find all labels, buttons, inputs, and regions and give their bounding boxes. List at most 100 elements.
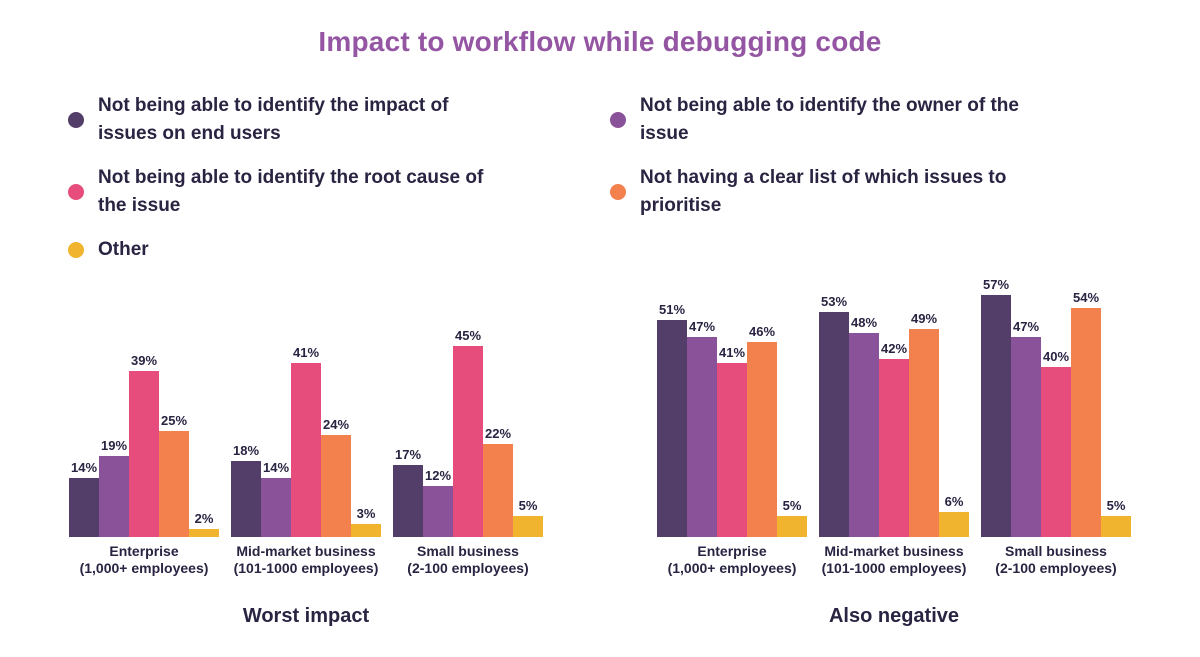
bar-value-label: 48% xyxy=(850,315,878,330)
bar-cell: 25% xyxy=(159,413,189,537)
category-label-line: (101-1000 employees) xyxy=(821,560,967,576)
bar-value-label: 12% xyxy=(424,468,452,483)
bar xyxy=(261,477,291,537)
bar-cell: 40% xyxy=(1041,349,1071,537)
bar-cell: 6% xyxy=(939,493,969,537)
category-label: Small business (2-100 employees) xyxy=(981,543,1131,577)
bar xyxy=(321,435,351,537)
plot-area: 51% 47% 41% 46% 5% 53% 48% 42% 49% 6% 57% 47% 40% 54%… xyxy=(651,267,1137,537)
bar-value-label: 40% xyxy=(1042,349,1070,364)
category-label-line: (2-100 employees) xyxy=(995,560,1117,576)
bar-cell: 12% xyxy=(423,468,453,537)
bar xyxy=(849,333,879,537)
bar xyxy=(189,528,219,537)
bar-cell: 3% xyxy=(351,506,381,537)
legend-column-right: Not being able to identify the owner of … xyxy=(610,92,1130,220)
chart-worst-impact: 14% 19% 39% 25% 2% 18% 14% 41% 24% 3% 17% 12% 45% 22%… xyxy=(63,267,549,628)
bar-value-label: 2% xyxy=(194,510,214,526)
bar xyxy=(1101,515,1131,537)
bar-cell: 47% xyxy=(687,319,717,537)
bar-value-label: 49% xyxy=(910,310,938,326)
bar xyxy=(351,524,381,537)
bar-cell: 19% xyxy=(99,438,129,537)
bar xyxy=(981,294,1011,537)
bar-cell: 14% xyxy=(69,460,99,537)
legend-item: Other xyxy=(68,236,598,264)
bar-value-label: 3% xyxy=(356,506,376,522)
legend-dot-icon xyxy=(68,112,84,128)
plot-area: 14% 19% 39% 25% 2% 18% 14% 41% 24% 3% 17% 12% 45% 22%… xyxy=(63,267,549,537)
category-label: Small business (2-100 employees) xyxy=(393,543,543,577)
chart-also-negative: 51% 47% 41% 46% 5% 53% 48% 42% 49% 6% 57% 47% 40% 54%… xyxy=(651,267,1137,628)
bar-value-label: 17% xyxy=(394,446,422,462)
bar-cell: 24% xyxy=(321,417,351,537)
category-label-line: (1,000+ employees) xyxy=(667,560,797,576)
bar-value-label: 46% xyxy=(748,323,776,339)
bar-value-label: 5% xyxy=(518,497,538,513)
bar-cell: 17% xyxy=(393,447,423,537)
legend-dot-icon xyxy=(610,112,626,128)
bar xyxy=(129,371,159,537)
category-label-line: Enterprise xyxy=(697,543,767,559)
bar-cell: 48% xyxy=(849,315,879,537)
bar xyxy=(939,511,969,537)
bar-cell: 41% xyxy=(717,345,747,537)
bar-cell: 49% xyxy=(909,311,939,537)
bar-value-label: 22% xyxy=(484,425,512,441)
chart-subtitle: Worst impact xyxy=(242,605,370,627)
legend-item: Not being able to identify the owner of … xyxy=(610,92,1130,148)
category-label: Mid-market business (101-1000 employees) xyxy=(819,543,969,577)
bar xyxy=(483,443,513,537)
bar-value-label: 47% xyxy=(688,319,716,335)
category-label-line: (101-1000 employees) xyxy=(233,560,379,576)
chart-subtitle: Also negative xyxy=(828,605,960,627)
category-label-line: Mid-market business xyxy=(824,543,964,559)
bar-cell: 47% xyxy=(1011,319,1041,537)
bar-value-label: 14% xyxy=(262,459,290,475)
bar-group: 14% 19% 39% 25% 2% xyxy=(69,353,219,537)
bar-value-label: 45% xyxy=(454,327,482,343)
legend-item: Not being able to identify the impact of… xyxy=(68,92,598,148)
bar-cell: 51% xyxy=(657,302,687,537)
bar-cell: 39% xyxy=(129,353,159,537)
category-label-line: Small business xyxy=(417,543,519,559)
bar-value-label: 6% xyxy=(944,493,964,509)
bar-value-label: 25% xyxy=(160,412,188,428)
legend-item: Not being able to identify the root caus… xyxy=(68,164,598,220)
category-label: Enterprise (1,000+ employees) xyxy=(657,543,807,577)
bar-value-label: 5% xyxy=(782,497,802,513)
bar-cell: 5% xyxy=(1101,498,1131,537)
bar xyxy=(1071,307,1101,537)
bar xyxy=(453,345,483,537)
bar-cell: 5% xyxy=(513,498,543,537)
bar-cell: 53% xyxy=(819,294,849,537)
bar xyxy=(159,430,189,537)
category-label: Mid-market business (101-1000 employees) xyxy=(231,543,381,577)
legend-label: Not being able to identify the impact of… xyxy=(98,95,449,144)
bar xyxy=(393,464,423,537)
legend-dot-icon xyxy=(610,184,626,200)
bar-value-label: 41% xyxy=(292,344,320,360)
bar xyxy=(819,311,849,537)
legend-item: Not having a clear list of which issues … xyxy=(610,164,1130,220)
bar-cell: 42% xyxy=(879,341,909,537)
bar-cell: 54% xyxy=(1071,289,1101,537)
category-label-line: (1,000+ employees) xyxy=(79,560,209,576)
bar-value-label: 19% xyxy=(100,438,128,454)
category-axis: Enterprise (1,000+ employees) Mid-market b… xyxy=(651,543,1137,577)
page-title: Impact to workflow while debugging code xyxy=(318,26,882,57)
bar xyxy=(879,358,909,537)
legend-dot-icon xyxy=(68,242,84,258)
bar xyxy=(657,320,687,537)
bar xyxy=(99,456,129,537)
bar-value-label: 39% xyxy=(130,353,158,369)
bar xyxy=(1011,337,1041,537)
bar-cell: 22% xyxy=(483,425,513,537)
bar-value-label: 54% xyxy=(1072,289,1100,305)
legend-label: Not being able to identify the root caus… xyxy=(98,167,484,216)
bar-cell: 5% xyxy=(777,498,807,537)
bar xyxy=(423,486,453,537)
bar-group: 18% 14% 41% 24% 3% xyxy=(231,345,381,537)
legend-label: Not being able to identify the owner of … xyxy=(640,95,1019,144)
bar-cell: 18% xyxy=(231,443,261,537)
